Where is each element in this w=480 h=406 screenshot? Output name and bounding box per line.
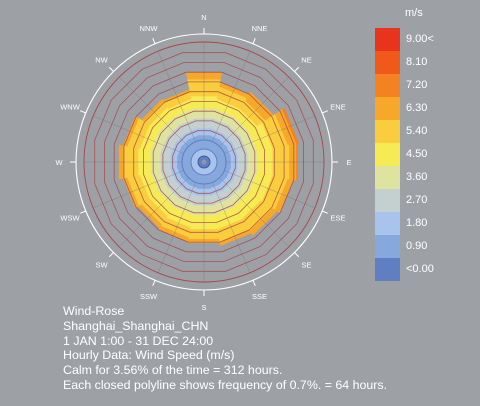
legend-item: 5.40 bbox=[375, 120, 465, 143]
spoke-se bbox=[219, 177, 290, 248]
legend-item: 1.80 bbox=[375, 212, 465, 235]
data-type: Hourly Data: Wind Speed (m/s) bbox=[63, 348, 235, 363]
frequency-ring bbox=[152, 110, 256, 214]
direction-label-ssw: SSW bbox=[140, 292, 158, 301]
legend-label: 6.30 bbox=[406, 102, 428, 114]
legend-swatch bbox=[375, 74, 400, 97]
spoke-ene bbox=[224, 115, 315, 154]
tick-nw bbox=[108, 66, 114, 72]
frequency-ring bbox=[142, 101, 266, 224]
tick-nnw bbox=[152, 38, 156, 44]
legend-swatch bbox=[375, 189, 400, 212]
legend-item: <0.00 bbox=[375, 258, 465, 281]
direction-label-n: N bbox=[201, 13, 206, 22]
legend-label: 7.20 bbox=[406, 79, 428, 91]
legend-item: 6.30 bbox=[375, 97, 465, 120]
date-range: 1 JAN 1:00 - 31 DEC 24:00 bbox=[63, 333, 214, 348]
station-name: Shanghai_Shanghai_CHN bbox=[63, 318, 209, 333]
spoke-ese bbox=[224, 170, 315, 209]
tick-ene bbox=[322, 110, 328, 114]
direction-label-wsw: WSW bbox=[60, 214, 80, 223]
spoke-wnw bbox=[93, 115, 184, 154]
legend-swatch bbox=[375, 166, 400, 189]
legend-swatch bbox=[375, 51, 400, 74]
chart-title: Wind-Rose bbox=[63, 304, 125, 318]
spoke-wsw bbox=[93, 170, 184, 209]
tick-sse bbox=[252, 280, 256, 286]
legend-swatch bbox=[375, 143, 400, 166]
legend-swatch bbox=[375, 28, 400, 51]
direction-label-sw: SW bbox=[95, 261, 108, 270]
spoke-sse bbox=[212, 182, 251, 273]
legend-label: 5.40 bbox=[406, 125, 428, 137]
spoke-nw bbox=[118, 76, 189, 147]
tick-ese bbox=[322, 210, 328, 214]
frequency-ring bbox=[133, 91, 275, 233]
tick-ne bbox=[294, 66, 300, 72]
frequency-ring bbox=[113, 71, 295, 253]
legend-label: <0.00 bbox=[406, 263, 434, 275]
legend-label: 0.90 bbox=[406, 240, 428, 252]
tick-nne bbox=[252, 38, 256, 44]
legend-unit: m/s bbox=[405, 7, 423, 19]
direction-label-sse: SSE bbox=[252, 292, 267, 301]
ring-note: Each closed polyline shows frequency of … bbox=[63, 377, 388, 392]
frequency-ring bbox=[162, 120, 246, 204]
frequency-ring bbox=[172, 130, 236, 194]
direction-label-ne: NE bbox=[301, 56, 311, 65]
spoke-nne bbox=[212, 51, 251, 142]
chart-info: Wind-Rose Shanghai_Shanghai_CHN 1 JAN 1:… bbox=[63, 304, 387, 393]
frequency-ring bbox=[123, 81, 285, 243]
legend-label: 1.80 bbox=[406, 217, 428, 229]
direction-label-nnw: NNW bbox=[140, 24, 159, 33]
legend-swatch bbox=[375, 97, 400, 120]
tick-ssw bbox=[152, 280, 156, 286]
direction-label-nw: NW bbox=[95, 56, 108, 65]
wind-rose-chart: N NNE NE ENE E ESE SE SSE S SSW SW WSW W WNW NW NNW bbox=[55, 13, 351, 310]
direction-label-nne: NNE bbox=[252, 24, 268, 33]
direction-label-s: S bbox=[201, 303, 206, 310]
legend-item: 3.60 bbox=[375, 166, 465, 189]
legend-item: 2.70 bbox=[375, 189, 465, 212]
legend-item: 0.90 bbox=[375, 235, 465, 258]
legend-label: 9.00< bbox=[406, 33, 434, 45]
direction-label-wnw: WNW bbox=[60, 103, 80, 112]
legend-label: 2.70 bbox=[406, 194, 428, 206]
spoke-sw bbox=[118, 177, 189, 248]
spoke-nnw bbox=[157, 51, 196, 142]
legend-item: 9.00< bbox=[375, 28, 465, 51]
direction-label-ene: ENE bbox=[330, 103, 345, 112]
legend-swatch bbox=[375, 235, 400, 258]
legend-swatch bbox=[375, 212, 400, 235]
legend-swatch bbox=[375, 120, 400, 143]
tick-wsw bbox=[80, 210, 86, 214]
tick-sw bbox=[108, 252, 114, 258]
tick-wnw bbox=[80, 110, 86, 114]
legend-label: 3.60 bbox=[406, 171, 428, 183]
calm-note: Calm for 3.56% of the time = 312 hours. bbox=[63, 363, 283, 378]
legend-label: 4.50 bbox=[406, 148, 428, 160]
legend-item: 7.20 bbox=[375, 74, 465, 97]
direction-label-se: SE bbox=[301, 261, 311, 270]
frequency-ring bbox=[94, 52, 314, 272]
legend-swatch bbox=[375, 258, 400, 281]
legend-label: 8.10 bbox=[406, 56, 428, 68]
tick-se bbox=[294, 252, 300, 258]
direction-label-ese: ESE bbox=[330, 214, 345, 223]
direction-label-w: W bbox=[55, 158, 63, 167]
legend-item: 4.50 bbox=[375, 143, 465, 166]
spoke-ssw bbox=[157, 182, 196, 273]
direction-label-e: E bbox=[346, 158, 351, 167]
calm-dot bbox=[201, 159, 207, 165]
frequency-ring bbox=[104, 62, 305, 263]
legend-item: 8.10 bbox=[375, 51, 465, 74]
spoke-ne bbox=[219, 76, 290, 147]
